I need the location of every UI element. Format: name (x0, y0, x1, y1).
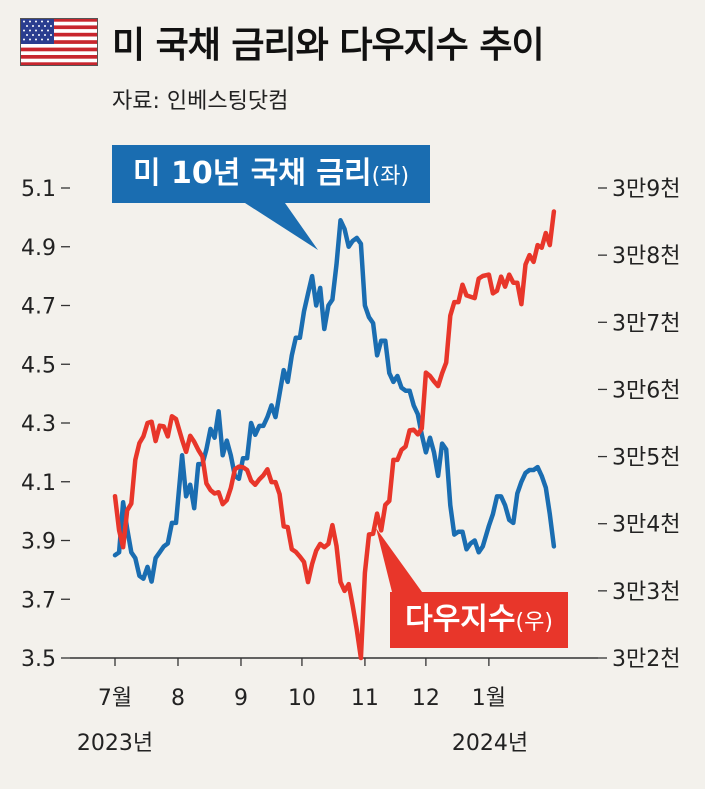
year-label-2023: 2023년 (77, 731, 153, 756)
x-axis-label: 1월 (472, 686, 506, 711)
x-axis-label: 12 (412, 686, 440, 711)
x-axis-label: 11 (351, 686, 379, 711)
right-axis-label: 3만6천 (612, 378, 680, 403)
x-axis-label: 10 (288, 686, 316, 711)
left-axis-label: 5.1 (21, 177, 56, 202)
dow-callout-pointer (376, 528, 422, 592)
year-label-2024: 2024년 (452, 731, 528, 756)
x-axis-label: 8 (171, 686, 185, 711)
dow-label: 다우지수 (405, 602, 516, 637)
dow-callout: 다우지수(우) (390, 592, 568, 648)
right-axis-label: 3만5천 (612, 446, 680, 471)
left-axis-label: 3.5 (21, 647, 56, 672)
right-axis-label: 3만3천 (612, 580, 680, 605)
left-axis-label: 4.7 (21, 295, 56, 320)
us-flag-icon (20, 18, 98, 66)
treasury-callout-pointer (245, 203, 318, 250)
right-axis-label: 3만8천 (612, 244, 680, 269)
right-axis-label: 3만9천 (612, 177, 680, 202)
right-axis-label: 3만4천 (612, 513, 680, 538)
left-axis-label: 3.9 (21, 530, 56, 555)
treasury-axis-note: (좌) (371, 164, 410, 189)
left-axis-label: 4.9 (21, 236, 56, 261)
x-axis-label: 9 (234, 686, 248, 711)
chart-source: 자료: 인베스팅닷컴 (112, 89, 289, 114)
right-axis-label: 3만7천 (612, 311, 680, 336)
left-axis-label: 3.7 (21, 588, 56, 613)
left-axis-label: 4.1 (21, 471, 56, 496)
left-axis-label: 4.3 (21, 412, 56, 437)
treasury-yield-line (112, 218, 557, 584)
treasury-label: 미 10년 국채 금리 (132, 156, 372, 191)
chart-title: 미 국채 금리와 다우지수 추이 (112, 25, 545, 66)
right-axis-label: 3만2천 (612, 647, 680, 672)
dow-axis-note: (우) (515, 610, 553, 635)
left-axis-label: 4.5 (21, 353, 56, 378)
dow-index-line (112, 209, 557, 661)
x-axis-label: 7월 (98, 686, 132, 711)
treasury-callout: 미 10년 국채 금리(좌) (112, 145, 430, 203)
